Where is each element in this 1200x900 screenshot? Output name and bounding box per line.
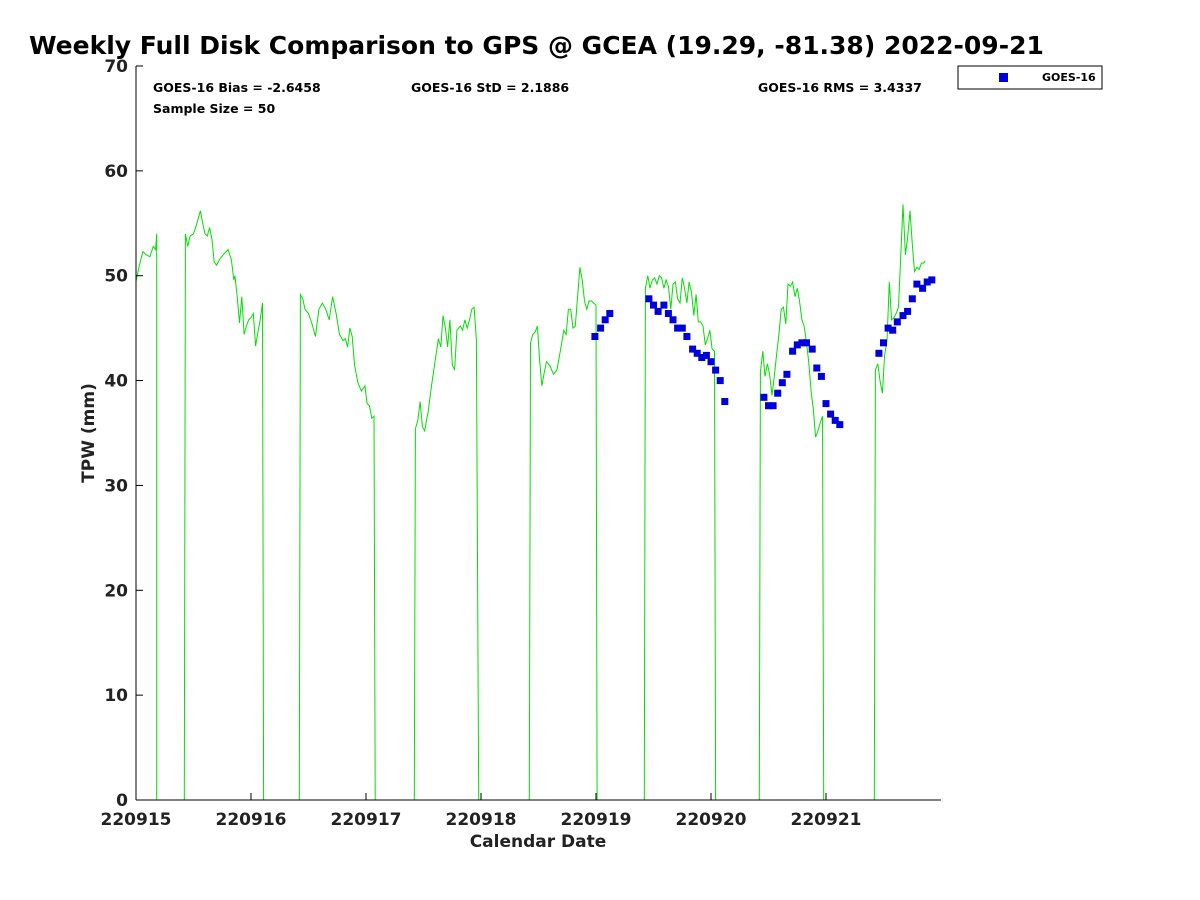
y-tick-label: 0 xyxy=(116,791,128,811)
goes-16-point xyxy=(778,379,786,387)
goes-16-point xyxy=(712,366,720,374)
goes-16-point xyxy=(923,278,931,286)
goes-16-point xyxy=(698,354,706,361)
goes-16-point xyxy=(664,310,672,317)
gps-line-segment-5 xyxy=(643,274,717,801)
y-tick-label: 30 xyxy=(104,476,128,496)
x-tick-label: 220916 xyxy=(216,810,287,830)
goes-16-point xyxy=(904,307,912,315)
gps-line-segment-0 xyxy=(135,233,158,800)
goes-16-point xyxy=(693,349,701,357)
goes-16-point xyxy=(822,400,830,408)
goes-16-point xyxy=(808,345,816,353)
goes-16-point xyxy=(793,341,801,349)
goes-16-point xyxy=(721,398,729,405)
goes-16-point xyxy=(908,295,916,303)
goes-16-point xyxy=(707,358,715,366)
goes-16-point xyxy=(889,326,897,334)
goes-16-point xyxy=(817,372,825,380)
gps-line-segment-3 xyxy=(413,306,480,801)
x-tick-label: 220915 xyxy=(101,810,172,830)
goes-16-point xyxy=(769,402,777,410)
goes-16-point xyxy=(716,377,724,385)
legend-label-goes-16: GOES-16 xyxy=(1042,71,1096,84)
gps-line-segment-4 xyxy=(528,267,598,801)
x-axis-label: Calendar Date xyxy=(470,832,607,852)
y-tick-label: 50 xyxy=(104,267,128,287)
goes-16-point xyxy=(654,307,662,315)
goes-16-point xyxy=(683,333,691,340)
axes xyxy=(135,66,941,801)
y-tick-label: 60 xyxy=(104,162,128,182)
x-axis-ticks: 220915 220916 220917 220918 220919 220920 2209… xyxy=(101,793,862,830)
y-tick-label: 70 xyxy=(104,57,128,77)
x-tick-label: 220921 xyxy=(791,810,862,830)
goes-16-point xyxy=(597,324,605,332)
y-axis-ticks: 0 10 20 30 40 50 60 70 xyxy=(104,57,143,811)
goes-16-point xyxy=(601,316,609,324)
goes-16-point xyxy=(803,339,810,347)
goes-16-point xyxy=(875,349,883,357)
goes-16-point xyxy=(827,410,835,418)
x-tick-label: 220917 xyxy=(331,810,402,830)
goes-16-point xyxy=(919,284,927,292)
goes-16-point xyxy=(798,339,806,347)
goes-16-point xyxy=(645,295,653,303)
goes-16-point xyxy=(606,310,614,317)
goes-16-point xyxy=(765,402,772,410)
goes-16-point xyxy=(893,318,901,326)
chart-title: Weekly Full Disk Comparison to GPS @ GCE… xyxy=(29,31,1044,60)
goes-16-point xyxy=(591,333,599,340)
std-annotation: GOES-16 StD = 2.1886 xyxy=(411,80,569,95)
goes-16-point xyxy=(836,421,844,429)
y-axis-label: TPW (mm) xyxy=(79,383,99,483)
goes-16-point xyxy=(831,416,839,424)
goes-16-point xyxy=(678,324,686,332)
plot-area xyxy=(135,66,941,801)
x-tick-label: 220919 xyxy=(561,810,632,830)
gps-line-segment-7 xyxy=(873,204,926,801)
goes-16-point xyxy=(674,324,682,332)
plot-background xyxy=(136,66,941,800)
gps-line-segment-6 xyxy=(758,280,825,801)
x-tick-label: 220918 xyxy=(446,810,517,830)
y-tick-label: 10 xyxy=(104,686,128,706)
goes-16-point xyxy=(789,347,797,355)
goes-16-point xyxy=(813,364,821,372)
legend-box xyxy=(957,65,1103,90)
goes-16-point xyxy=(660,301,668,309)
sample-size-annotation: Sample Size = 50 xyxy=(153,101,275,116)
gps-line-segment-2 xyxy=(298,292,376,801)
goes-16-point xyxy=(884,324,892,332)
goes-16-series-points xyxy=(591,276,936,429)
goes-16-point xyxy=(928,276,936,284)
goes-16-point xyxy=(650,301,657,309)
goes-16-point xyxy=(783,370,791,378)
y-tick-label: 20 xyxy=(104,581,128,601)
goes-16-point xyxy=(774,389,782,397)
goes-16-point xyxy=(760,393,768,401)
goes-16-point xyxy=(913,280,921,288)
stats-annotations: GOES-16 Bias = -2.6458 GOES-16 StD = 2.1… xyxy=(153,80,922,116)
gps-line-segment-1 xyxy=(183,210,265,801)
goes-16-point xyxy=(702,351,710,359)
legend-marker-goes-16 xyxy=(999,73,1008,82)
legend: GOES-16 xyxy=(957,65,1103,90)
goes-16-point xyxy=(880,339,887,347)
y-tick-label: 40 xyxy=(104,372,128,392)
goes-16-point xyxy=(899,312,907,320)
bias-annotation: GOES-16 Bias = -2.6458 xyxy=(153,80,321,95)
gps-series-lines xyxy=(135,204,926,801)
goes-16-point xyxy=(689,345,697,353)
x-tick-label: 220920 xyxy=(676,810,747,830)
goes-16-point xyxy=(669,316,677,324)
rms-annotation: GOES-16 RMS = 3.4337 xyxy=(758,80,922,95)
